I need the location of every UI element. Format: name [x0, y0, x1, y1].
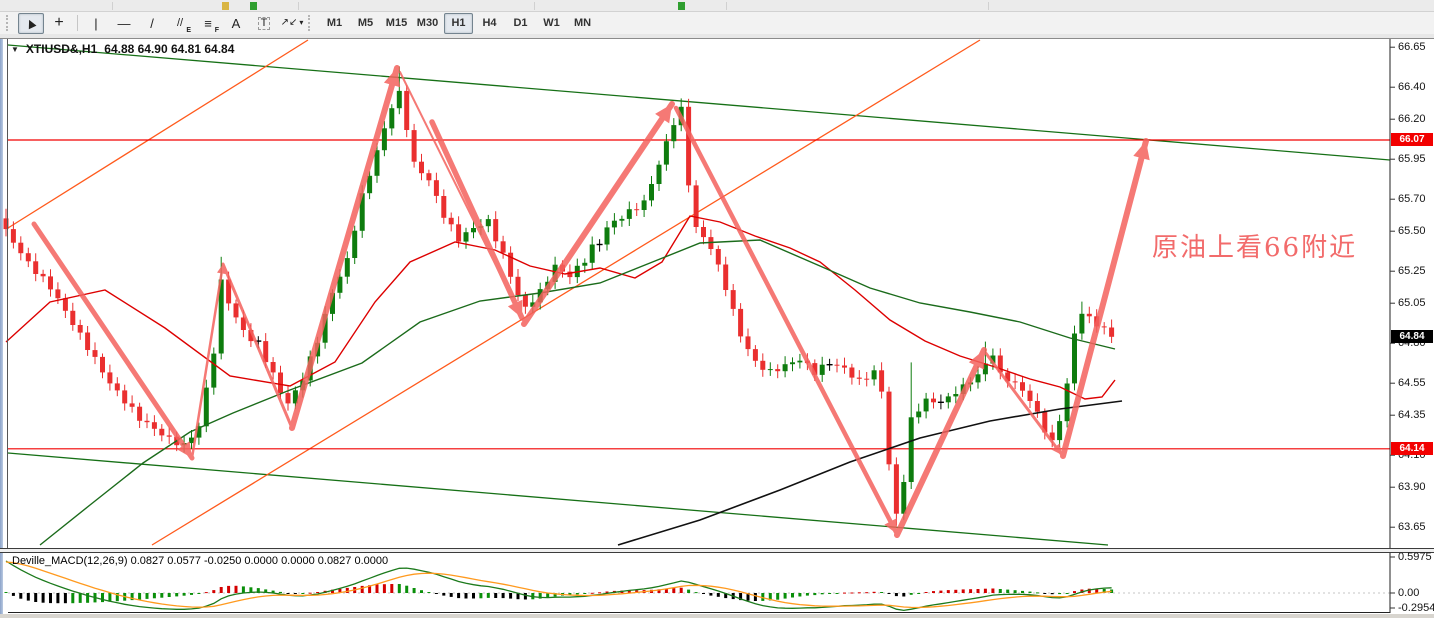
toolbar-grip[interactable]: [308, 15, 314, 31]
trendline-button[interactable]: /: [139, 13, 165, 34]
price-tick-label: 65.95: [1398, 153, 1426, 165]
price-tick-label: 66.40: [1398, 81, 1426, 93]
toolbar-accent: [678, 2, 685, 10]
vertical-line-icon: |: [94, 15, 98, 31]
window-left-edge: [0, 39, 3, 614]
price-tick-label: 63.90: [1398, 481, 1426, 493]
clipped-upper-toolbar: [0, 0, 1434, 12]
chart-annotation-text[interactable]: 原油上看66附近: [1152, 233, 1358, 263]
toolbar-grip[interactable]: [6, 15, 12, 31]
price-badge-64.14: 64.14: [1391, 442, 1433, 455]
macd-tick-label: -0.2954: [1398, 602, 1434, 614]
chart-symbol-period: XTIUSD&,H1: [25, 42, 98, 56]
timeframe-m15-button[interactable]: M15: [385, 16, 408, 29]
fibonacci-icon-sub: F: [214, 26, 219, 34]
equidistant-channel-icon: //: [176, 16, 184, 29]
drawing-tools-group: ▶ + | — ///E ≡ F A T ↗↙ ▾: [4, 12, 319, 34]
price-badge-66.07: 66.07: [1391, 133, 1433, 146]
toolbar-accent: [534, 2, 535, 10]
horizontal-line-button[interactable]: —: [111, 13, 137, 34]
price-tick-label: 66.20: [1398, 113, 1426, 125]
toolbar-accent: [222, 2, 229, 10]
toolbar-accent: [988, 2, 989, 10]
price-tick-label: 65.50: [1398, 225, 1426, 237]
equidistant-channel-icon-sub: E: [186, 26, 191, 34]
trendline-icon: /: [150, 15, 154, 31]
toolbar-accent: [112, 2, 113, 10]
macd-tick-label: 0.5975: [1398, 551, 1432, 563]
price-tick-label: 65.70: [1398, 193, 1426, 205]
price-tick-label: 65.25: [1398, 265, 1426, 277]
cursor-button[interactable]: ▶: [18, 12, 44, 34]
text-button[interactable]: A: [223, 13, 249, 34]
chart-title: ▼ XTIUSD&,H1 64.88 64.90 64.81 64.84: [11, 42, 234, 56]
timeframe-m30-button[interactable]: M30: [416, 16, 439, 29]
toolbar-accent: [250, 2, 257, 10]
vertical-line-button[interactable]: |: [83, 13, 109, 34]
arrows-icon: ↗↙: [280, 17, 298, 28]
timeframe-h1-button[interactable]: H1: [444, 12, 473, 34]
timeframe-d1-button[interactable]: D1: [513, 16, 528, 29]
drawing-toolbar: ▶ + | — ///E ≡ F A T ↗↙ ▾ M1 M5 M15 M30 H1 H4 D1 W1 MN: [0, 12, 1434, 34]
fibonacci-button[interactable]: ≡ F: [195, 13, 221, 34]
toolbar-divider: [0, 34, 1434, 39]
crosshair-icon: +: [54, 14, 64, 31]
price-tick-label: 66.65: [1398, 41, 1426, 53]
timeframe-bar: M1 M5 M15 M30 H1 H4 D1 W1 MN: [319, 12, 598, 34]
timeframe-w1-button[interactable]: W1: [543, 16, 560, 29]
price-tick-label: 63.65: [1398, 521, 1426, 533]
arrows-button[interactable]: ↗↙ ▾: [279, 13, 305, 34]
text-label-button[interactable]: T: [251, 13, 277, 34]
text-label-icon: T: [257, 16, 271, 30]
chart-ohlc-quotes: 64.88 64.90 64.81 64.84: [104, 42, 235, 56]
panel-splitter[interactable]: [0, 548, 1434, 553]
price-tick-label: 65.05: [1398, 297, 1426, 309]
fibonacci-icon: ≡: [204, 15, 212, 31]
indicator-label: Deville_MACD(12,26,9) 0.0827 0.0577 -0.0…: [12, 555, 389, 567]
macd-canvas[interactable]: [0, 553, 1434, 614]
price-chart-canvas[interactable]: [0, 39, 1434, 549]
symbol-collapse-icon[interactable]: ▼: [11, 44, 19, 54]
macd-tick-label: 0.00: [1398, 587, 1420, 599]
cursor-icon: ▶: [23, 16, 38, 30]
timeframe-mn-button[interactable]: MN: [573, 16, 592, 29]
toolbar-accent: [726, 2, 727, 10]
toolbar-separator: [77, 15, 78, 31]
timeframe-m5-button[interactable]: M5: [357, 16, 374, 29]
timeframe-h4-button[interactable]: H4: [482, 16, 497, 29]
price-tick-label: 64.35: [1398, 409, 1426, 421]
dropdown-caret-icon[interactable]: ▾: [299, 18, 304, 27]
text-icon: A: [231, 15, 241, 31]
crosshair-button[interactable]: +: [46, 13, 72, 34]
horizontal-line-icon: —: [117, 15, 131, 31]
equidistant-channel-button[interactable]: //E: [167, 13, 193, 34]
timeframe-m1-button[interactable]: M1: [326, 16, 343, 29]
price-tick-label: 64.55: [1398, 377, 1426, 389]
toolbar-accent: [298, 2, 299, 10]
price-badge-64.84: 64.84: [1391, 330, 1433, 343]
window-bottom-edge: [0, 614, 1434, 618]
